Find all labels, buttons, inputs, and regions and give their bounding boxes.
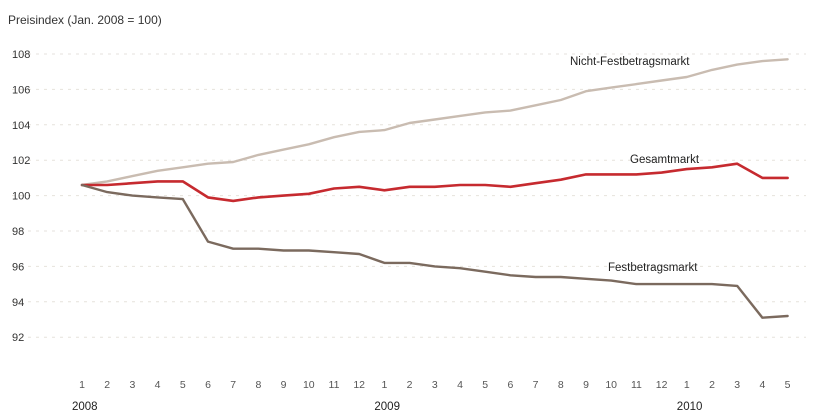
x-tick-label: 3 [734, 379, 740, 391]
x-tick-label: 10 [605, 379, 617, 391]
x-tick-label: 4 [457, 379, 463, 391]
x-tick-label: 5 [180, 379, 186, 391]
x-tick-label: 2 [709, 379, 715, 391]
y-tick-label: 104 [12, 120, 30, 132]
x-tick-label: 11 [329, 379, 340, 391]
x-tick-label: 12 [353, 379, 365, 391]
x-tick-label: 5 [785, 379, 791, 391]
x-tick-label: 8 [255, 379, 261, 391]
year-label: 2008 [72, 401, 98, 413]
y-tick-label: 100 [12, 191, 30, 203]
y-tick-label: 108 [12, 49, 30, 61]
x-tick-label: 5 [482, 379, 488, 391]
series-line-festbetragsmarkt [80, 183, 789, 319]
y-tick-label: 102 [12, 155, 30, 167]
x-axis-ticks: 1 2 3 4 5 6 7 8 9 10 11 12 1 2 3 4 5 6 7 8 9 10 11 12 1 2 3 4 5 [79, 379, 791, 391]
y-axis-ticks: 92 94 96 98 100 102 104 106 108 [12, 49, 30, 344]
x-tick-label: 10 [303, 379, 315, 391]
x-tick-label: 1 [79, 379, 85, 391]
y-tick-label: 94 [12, 297, 24, 309]
x-tick-label: 4 [155, 379, 161, 391]
y-tick-label: 106 [12, 84, 30, 96]
y-tick-label: 98 [12, 226, 24, 238]
x-tick-label: 2 [407, 379, 413, 391]
x-tick-label: 2 [104, 379, 110, 391]
x-tick-label: 7 [230, 379, 236, 391]
series-lines [80, 58, 789, 319]
y-tick-label: 96 [12, 261, 24, 273]
x-tick-label: 9 [583, 379, 589, 391]
series-line-gesamtmarkt [80, 162, 789, 203]
year-label: 2009 [374, 401, 400, 413]
x-tick-label: 8 [558, 379, 564, 391]
x-tick-label: 11 [631, 379, 642, 391]
x-tick-label: 9 [281, 379, 287, 391]
x-tick-label: 1 [381, 379, 387, 391]
y-tick-label: 92 [12, 332, 24, 344]
x-tick-label: 7 [533, 379, 539, 391]
series-label: Gesamtmarkt [630, 154, 700, 166]
year-label: 2010 [677, 401, 703, 413]
series-labels: Nicht-Festbetragsmarkt Gesamtmarkt Festbet… [570, 56, 700, 274]
series-label: Festbetragsmarkt [608, 262, 698, 274]
x-tick-label: 3 [129, 379, 135, 391]
x-tick-label: 1 [684, 379, 690, 391]
x-axis-years: 2008 2009 2010 [72, 401, 702, 413]
x-tick-label: 12 [656, 379, 668, 391]
x-tick-label: 6 [507, 379, 513, 391]
x-tick-label: 6 [205, 379, 211, 391]
x-tick-label: 3 [432, 379, 438, 391]
y-axis-label: Preisindex (Jan. 2008 = 100) [8, 13, 162, 27]
series-label: Nicht-Festbetragsmarkt [570, 56, 690, 68]
series-line-nicht-festbetragsmarkt [80, 58, 789, 187]
x-tick-label: 4 [759, 379, 765, 391]
